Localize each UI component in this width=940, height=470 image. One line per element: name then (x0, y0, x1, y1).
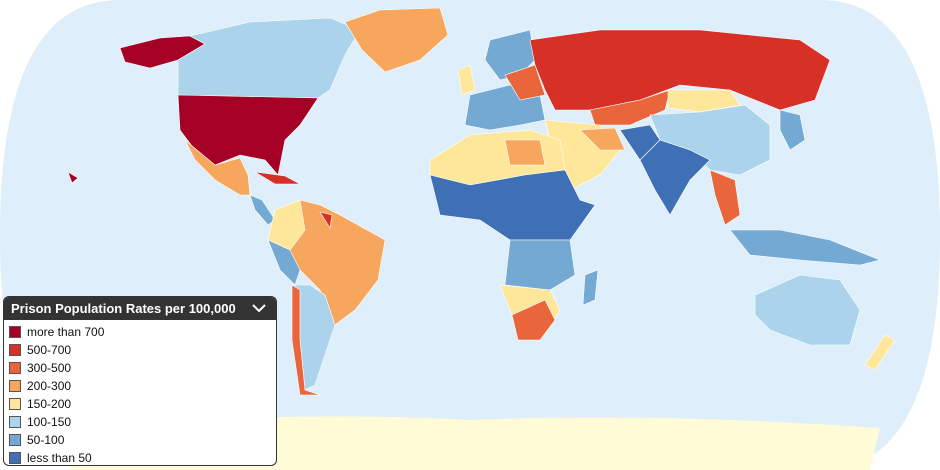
usa (177, 94, 319, 176)
legend-label: 500-700 (27, 343, 72, 357)
libya (504, 139, 546, 166)
legend-label: 50-100 (27, 433, 65, 447)
legend-header[interactable]: Prison Population Rates per 100,000 (4, 297, 276, 320)
thailand (709, 169, 741, 226)
legend-item: more than 700 (4, 323, 276, 341)
chile (291, 284, 321, 396)
guiana (319, 211, 333, 229)
central-america (249, 194, 276, 226)
southern-central-africa (504, 239, 576, 291)
india (639, 139, 711, 216)
mongolia (667, 89, 741, 113)
south-africa (511, 299, 556, 341)
legend-item: 100-150 (4, 413, 276, 431)
legend-items: more than 700 500-700 300-500 200-300 150-20… (4, 320, 276, 465)
legend-item: 200-300 (4, 377, 276, 395)
legend-label: 100-150 (27, 415, 72, 429)
legend-title: Prison Population Rates per 100,000 (11, 301, 236, 316)
legend-item: 50-100 (4, 431, 276, 449)
legend-label: 300-500 (27, 361, 72, 375)
legend-item: 300-500 (4, 359, 276, 377)
madagascar (582, 269, 599, 306)
europe-east (504, 64, 546, 101)
hawaii (67, 171, 79, 184)
canada (177, 17, 361, 99)
iran (579, 127, 626, 151)
caribbean (254, 171, 301, 185)
japan-korea (779, 109, 806, 151)
legend-label: 150-200 (27, 397, 72, 411)
new-zealand (864, 334, 896, 371)
australia (754, 274, 861, 346)
legend-swatch (9, 344, 21, 356)
countries (67, 7, 896, 396)
legend-swatch (9, 326, 21, 338)
legend-item: 500-700 (4, 341, 276, 359)
legend-swatch (9, 452, 21, 464)
legend-swatch (9, 380, 21, 392)
legend: Prison Population Rates per 100,000 more… (3, 296, 277, 466)
legend-label: 200-300 (27, 379, 72, 393)
legend-swatch (9, 398, 21, 410)
legend-swatch (9, 434, 21, 446)
legend-item: less than 50 (4, 449, 276, 465)
legend-swatch (9, 416, 21, 428)
uk (457, 64, 476, 96)
chevron (252, 304, 266, 313)
indonesia (729, 229, 881, 266)
legend-item: 150-200 (4, 395, 276, 413)
peru-bolivia (267, 239, 301, 286)
legend-label: less than 50 (27, 451, 92, 465)
legend-label: more than 700 (27, 325, 105, 339)
central-africa (429, 169, 596, 241)
legend-swatch (9, 362, 21, 374)
greenland (344, 7, 449, 73)
colombia-venezuela (267, 199, 306, 251)
